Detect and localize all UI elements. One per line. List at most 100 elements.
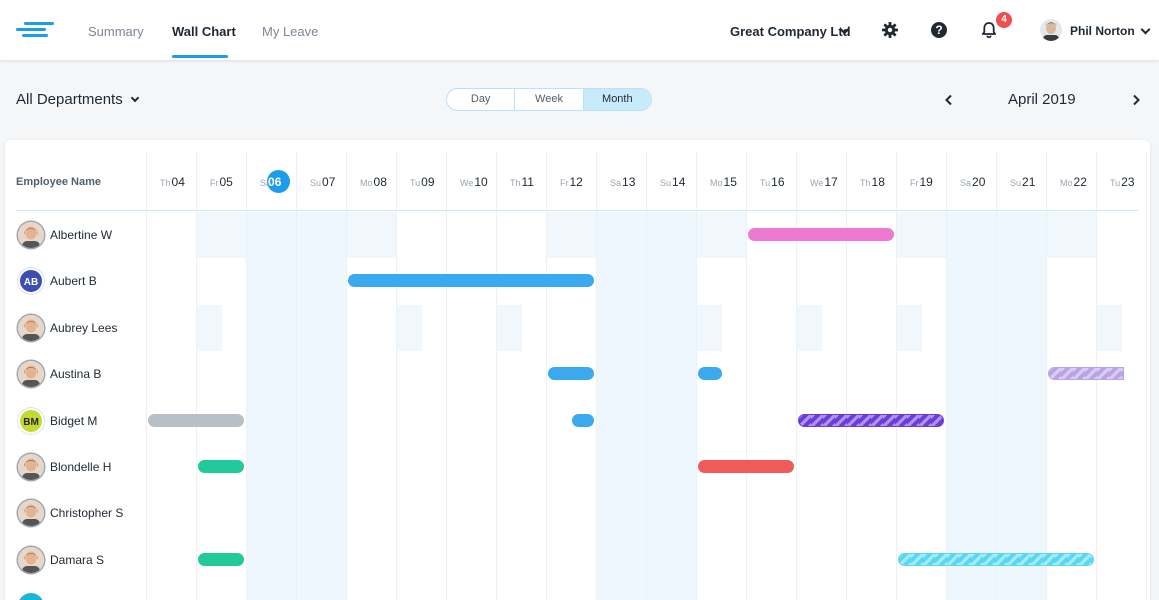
column-divider <box>296 152 297 600</box>
leave-bar[interactable] <box>798 413 944 427</box>
day-name: Mo <box>1060 178 1073 188</box>
view-day-button[interactable]: Day <box>447 89 516 110</box>
column-divider <box>796 152 797 600</box>
tab-summary[interactable]: Summary <box>88 24 144 39</box>
help-icon[interactable]: ? <box>929 20 949 40</box>
employee-avatar <box>18 314 44 341</box>
day-header[interactable]: Su14 <box>660 175 710 189</box>
user-name[interactable]: Phil Norton <box>1070 24 1135 38</box>
leave-bar[interactable] <box>148 413 244 427</box>
employee-row[interactable]: Aubrey Lees <box>18 314 143 341</box>
day-header[interactable]: Su21 <box>1010 175 1060 189</box>
row-shade <box>797 304 822 352</box>
day-number: 07 <box>322 175 336 189</box>
column-divider <box>846 152 847 600</box>
day-number: 22 <box>1073 175 1087 189</box>
row-shade <box>347 212 397 259</box>
weekend-column <box>247 212 297 600</box>
day-name: Th <box>510 178 521 188</box>
day-header[interactable]: Tu16 <box>760 175 810 189</box>
employee-row[interactable]: Christopher S <box>18 500 143 527</box>
day-header[interactable]: Tu09 <box>410 175 460 189</box>
leave-bar[interactable] <box>1048 367 1124 381</box>
employee-avatar <box>18 361 44 388</box>
leave-bar[interactable] <box>548 367 594 381</box>
employee-avatar <box>18 222 44 248</box>
chevron-right-icon[interactable] <box>1129 93 1143 107</box>
day-header[interactable]: Mo15 <box>710 175 760 189</box>
leave-bar[interactable] <box>348 274 594 288</box>
tab-my-leave[interactable]: My Leave <box>262 24 319 39</box>
leave-bar[interactable] <box>698 367 722 381</box>
user-avatar[interactable] <box>1040 19 1062 41</box>
day-header[interactable]: Fr05 <box>210 175 260 189</box>
column-divider <box>346 152 347 600</box>
day-name: Mo <box>360 178 373 188</box>
employee-avatar <box>18 454 44 480</box>
employee-row[interactable]: Damara S <box>18 546 143 573</box>
employee-name: Damara S <box>50 552 105 567</box>
weekend-column <box>947 212 997 600</box>
employee-row[interactable]: Albertine W <box>18 222 143 248</box>
employee-row[interactable]: Blondelle H <box>18 454 143 480</box>
day-header[interactable]: Sa13 <box>610 175 660 189</box>
employee-name-header: Employee Name <box>16 176 101 188</box>
gear-icon[interactable] <box>880 20 900 40</box>
leave-bar[interactable] <box>748 228 894 241</box>
column-divider <box>546 152 547 600</box>
day-header[interactable]: Fr19 <box>910 175 960 189</box>
leave-bar[interactable] <box>898 552 1094 566</box>
day-header[interactable]: We10 <box>460 175 510 189</box>
weekend-column <box>997 212 1047 600</box>
row-shade <box>1097 304 1122 352</box>
day-number: 09 <box>421 175 435 189</box>
day-number: 15 <box>723 175 737 189</box>
employee-row[interactable]: AB Aubert B <box>18 268 143 295</box>
bell-icon[interactable] <box>979 20 999 40</box>
column-divider <box>246 152 247 600</box>
column-divider <box>746 152 747 600</box>
column-divider <box>696 152 697 600</box>
day-header[interactable]: Su07 <box>310 175 360 189</box>
view-month-button[interactable]: Month <box>583 89 651 110</box>
day-number: 04 <box>171 175 185 189</box>
day-header[interactable]: Sa06 <box>260 175 310 189</box>
day-header[interactable]: Th18 <box>860 175 910 189</box>
employee-row[interactable]: BM Bidget M <box>18 407 143 434</box>
day-header[interactable]: Tu23 <box>1110 175 1159 189</box>
current-month: April 2019 <box>1008 91 1076 108</box>
view-week-button[interactable]: Week <box>515 89 584 110</box>
day-number: 14 <box>672 175 686 189</box>
day-name: Fr <box>560 178 569 188</box>
day-number: 16 <box>771 175 785 189</box>
tab-wall-chart[interactable]: Wall Chart <box>172 24 236 39</box>
leave-bar[interactable] <box>198 460 244 473</box>
company-selector[interactable]: Great Company Ltd <box>730 24 851 39</box>
employee-row[interactable]: Austina B <box>18 361 143 388</box>
row-shade <box>1047 212 1097 259</box>
day-header[interactable]: Fr12 <box>560 175 610 189</box>
leave-bar[interactable] <box>572 413 594 427</box>
leave-bar[interactable] <box>698 460 794 473</box>
day-number: 17 <box>824 175 838 189</box>
day-header[interactable]: Sa20 <box>960 175 1010 189</box>
chevron-left-icon[interactable] <box>942 93 956 107</box>
employee-avatar: BM <box>18 407 44 434</box>
logo-icon[interactable] <box>16 22 54 40</box>
department-selector[interactable]: All Departments <box>16 91 123 108</box>
chevron-down-icon[interactable] <box>130 93 140 103</box>
chevron-down-icon[interactable] <box>1140 24 1151 35</box>
day-name: Tu <box>410 178 421 188</box>
day-header[interactable]: Th11 <box>510 175 560 189</box>
day-header[interactable]: Th04 <box>160 175 210 189</box>
leave-bar[interactable] <box>198 552 244 566</box>
day-header[interactable]: Mo08 <box>360 175 410 189</box>
employee-name: Aubrey Lees <box>50 320 118 335</box>
day-header[interactable]: We17 <box>810 175 860 189</box>
employee-name: Austina B <box>50 367 102 382</box>
day-header[interactable]: Mo22 <box>1060 175 1110 189</box>
column-divider <box>1146 152 1147 600</box>
row-shade <box>197 212 247 259</box>
day-number: 11 <box>521 175 534 189</box>
day-number: 21 <box>1022 175 1036 189</box>
